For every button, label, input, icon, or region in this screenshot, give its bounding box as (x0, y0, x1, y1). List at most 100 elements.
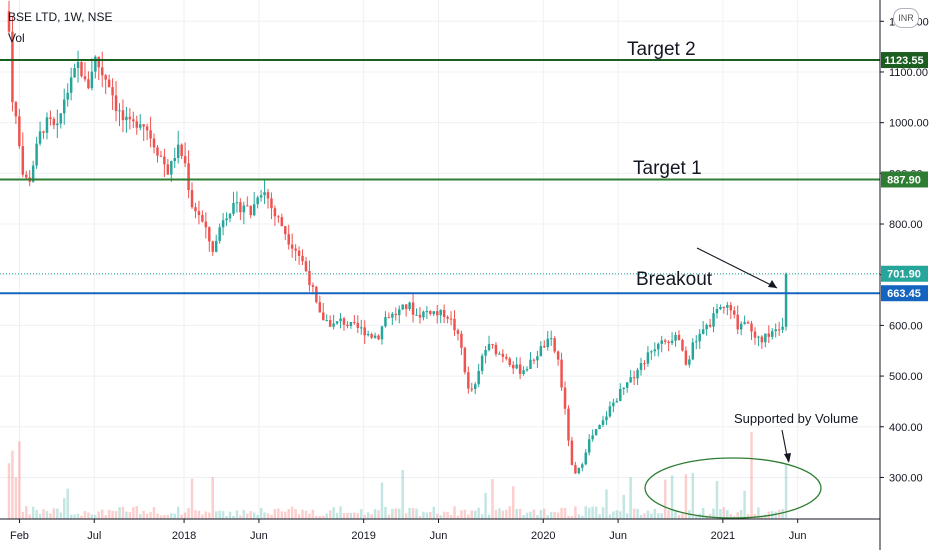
candle-body (650, 351, 653, 353)
candle-body (532, 359, 536, 361)
candle-body (536, 356, 539, 361)
volume-bar (612, 511, 615, 519)
volume-bar (145, 513, 149, 519)
volume-bar (650, 513, 653, 519)
volume-bar (536, 515, 539, 519)
level-label-bg (881, 52, 928, 69)
volume-bar (525, 512, 529, 519)
volume-bar (411, 507, 415, 519)
candle-body (170, 161, 173, 175)
candle-body (750, 323, 753, 332)
candle-body (259, 195, 263, 198)
candle-body (608, 406, 612, 417)
candle-body (418, 314, 422, 318)
candle-body (66, 92, 69, 100)
candle-body (646, 352, 650, 364)
candle-body (422, 311, 425, 318)
volume-bar (715, 480, 719, 519)
volume-bar (750, 431, 753, 519)
candle-body (156, 147, 159, 156)
candle-body (753, 331, 757, 338)
volume-bar (176, 506, 180, 519)
candle-body (56, 123, 59, 126)
candle-body (104, 75, 107, 80)
candle-body (297, 250, 301, 256)
volume-bar (422, 511, 425, 519)
candle-body (543, 346, 546, 348)
candle-body (701, 329, 705, 334)
candle-body (584, 452, 587, 465)
candle-body (784, 273, 788, 327)
volume-bar (201, 514, 204, 519)
currency-button[interactable]: INR (893, 8, 919, 28)
level-label-text: 663.45 (887, 288, 921, 300)
candle-body (31, 165, 35, 182)
candle-body (632, 377, 636, 379)
candle-body (549, 338, 553, 340)
candle-body (370, 334, 373, 338)
candle-body (691, 342, 695, 360)
volume-bar (781, 509, 784, 519)
volume-bar (228, 511, 232, 519)
volume-bar (425, 512, 429, 519)
volume-bar (62, 498, 66, 519)
volume-bar (297, 514, 301, 519)
candle-body (360, 327, 363, 329)
candle-body (425, 311, 429, 313)
candle-body (377, 335, 380, 340)
candle-body (62, 99, 66, 114)
candle-body (252, 204, 256, 216)
volume-bar (21, 511, 25, 519)
candle-body (487, 344, 491, 351)
candle-body (722, 306, 726, 308)
candle-body (463, 347, 467, 373)
volume-bar (442, 511, 446, 519)
volume-bar (125, 511, 128, 519)
candle-body (11, 31, 14, 103)
candle-body (235, 202, 239, 204)
candle-body (353, 322, 356, 324)
y-tick-label: 1100.00 (889, 67, 928, 79)
volume-bar (705, 515, 708, 519)
candle-body (346, 324, 349, 326)
volume-bar (49, 513, 52, 519)
candle-body (777, 329, 781, 331)
volume-bar (214, 511, 218, 519)
volume-bar (194, 510, 197, 519)
candle-body (100, 67, 104, 76)
candle-body (308, 271, 311, 286)
volume-bar (366, 512, 370, 519)
volume-bar (342, 513, 346, 519)
volume-bar (94, 514, 97, 519)
candle-body (38, 131, 42, 144)
volume-bar (484, 492, 487, 519)
candle-body (577, 467, 581, 474)
x-tick-label: 2018 (172, 530, 196, 542)
y-tick-label: 300.00 (889, 472, 923, 484)
volume-bar (629, 477, 632, 519)
volume-bar (35, 509, 38, 519)
volume-bar (432, 506, 436, 519)
candle-body (59, 113, 63, 124)
x-tick-label: Feb (10, 530, 29, 542)
candle-body (612, 402, 615, 407)
volume-bar (353, 512, 356, 519)
volume-bar (601, 507, 605, 519)
volume-bar (691, 472, 695, 519)
volume-bar (777, 509, 781, 519)
candle-body (183, 156, 187, 164)
candle-body (45, 117, 49, 133)
candle-body (546, 338, 549, 348)
candle-body (290, 244, 294, 249)
volume-bar (546, 515, 549, 519)
volume-bar (66, 488, 69, 519)
candle-body (391, 313, 394, 318)
candle-body (625, 382, 629, 388)
candle-body (460, 333, 463, 348)
volume-bar (311, 509, 315, 519)
candle-body (201, 215, 204, 222)
candle-body (511, 364, 515, 369)
candle-body (491, 344, 494, 346)
candle-body (325, 320, 328, 322)
